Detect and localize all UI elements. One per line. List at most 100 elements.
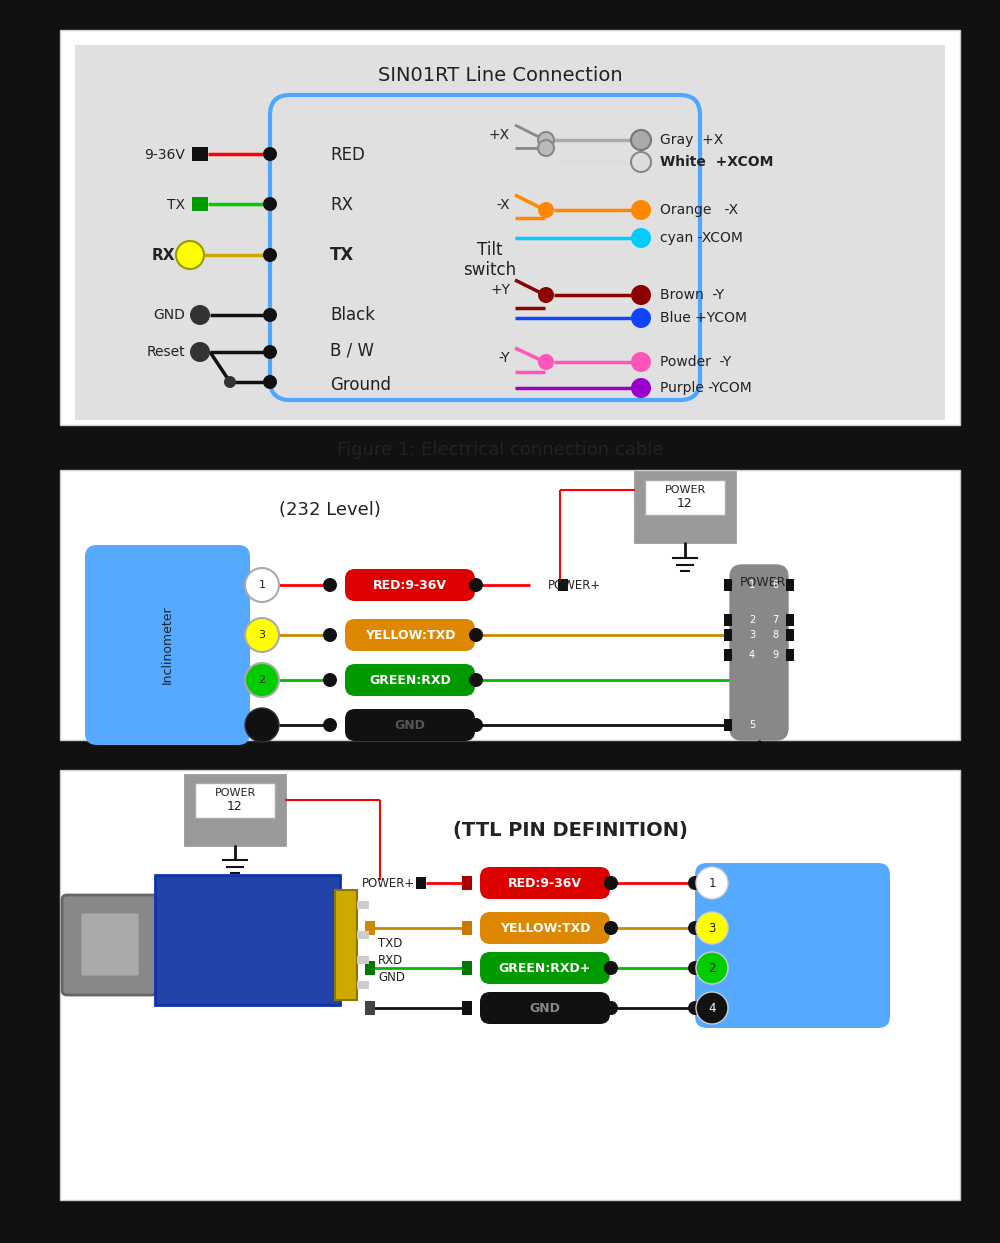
- Bar: [645, 480, 725, 515]
- Circle shape: [696, 992, 728, 1024]
- Text: switch: switch: [463, 261, 517, 278]
- Bar: [357, 931, 369, 938]
- Text: Tilt: Tilt: [477, 241, 503, 259]
- Circle shape: [696, 952, 728, 984]
- Circle shape: [688, 961, 702, 975]
- Circle shape: [263, 308, 277, 322]
- Bar: [335, 890, 357, 1001]
- Text: YELLOW:TXD: YELLOW:TXD: [500, 921, 590, 935]
- Text: TX: TX: [167, 198, 185, 213]
- FancyBboxPatch shape: [85, 544, 250, 745]
- Text: POWER: POWER: [740, 576, 786, 588]
- Text: 12: 12: [677, 496, 693, 510]
- Text: TXD: TXD: [378, 936, 402, 950]
- Bar: [558, 579, 568, 590]
- Bar: [60, 30, 960, 425]
- Text: 12: 12: [227, 799, 243, 813]
- Text: GND: GND: [395, 718, 425, 731]
- FancyBboxPatch shape: [695, 863, 890, 1028]
- Text: 9-36V: 9-36V: [144, 148, 185, 162]
- Bar: [724, 649, 732, 661]
- Circle shape: [190, 342, 210, 362]
- Text: Powder  -Y: Powder -Y: [660, 355, 731, 369]
- Circle shape: [631, 352, 651, 372]
- Circle shape: [245, 618, 279, 653]
- Circle shape: [245, 663, 279, 697]
- Circle shape: [604, 921, 618, 935]
- Circle shape: [688, 876, 702, 890]
- Text: GREEN:RXD: GREEN:RXD: [369, 674, 451, 686]
- Text: White  +XCOM: White +XCOM: [660, 155, 773, 169]
- Circle shape: [604, 876, 618, 890]
- Text: 4: 4: [708, 1002, 716, 1014]
- Circle shape: [323, 578, 337, 592]
- Text: RX: RX: [152, 247, 175, 262]
- Text: 1: 1: [749, 580, 755, 590]
- Text: GREEN:RXD+: GREEN:RXD+: [499, 962, 591, 975]
- Bar: [462, 961, 472, 975]
- Text: 1: 1: [708, 876, 716, 890]
- Circle shape: [224, 375, 236, 388]
- Circle shape: [263, 196, 277, 211]
- Text: Purple -YCOM: Purple -YCOM: [660, 382, 752, 395]
- Text: 3: 3: [258, 630, 266, 640]
- Bar: [357, 981, 369, 989]
- Bar: [724, 579, 732, 590]
- Text: RED: RED: [330, 145, 365, 164]
- Circle shape: [688, 921, 702, 935]
- Text: 2: 2: [708, 962, 716, 975]
- Bar: [357, 956, 369, 965]
- Circle shape: [631, 378, 651, 398]
- Circle shape: [323, 672, 337, 687]
- Text: Blue +YCOM: Blue +YCOM: [660, 311, 747, 324]
- FancyBboxPatch shape: [730, 566, 788, 740]
- Text: 8: 8: [772, 630, 778, 640]
- Circle shape: [263, 375, 277, 389]
- Text: 3: 3: [749, 630, 755, 640]
- Text: Ground: Ground: [330, 375, 391, 394]
- Text: RED:9-36V: RED:9-36V: [373, 578, 447, 592]
- Text: 2: 2: [258, 675, 266, 685]
- Circle shape: [469, 718, 483, 732]
- Circle shape: [538, 140, 554, 157]
- Circle shape: [631, 131, 651, 150]
- Bar: [724, 614, 732, 626]
- Circle shape: [631, 227, 651, 249]
- FancyBboxPatch shape: [345, 619, 475, 651]
- Bar: [75, 45, 945, 420]
- Bar: [416, 878, 426, 889]
- Circle shape: [323, 718, 337, 732]
- Circle shape: [631, 200, 651, 220]
- Bar: [786, 649, 794, 661]
- Circle shape: [176, 241, 204, 268]
- Circle shape: [190, 305, 210, 324]
- Circle shape: [604, 961, 618, 975]
- Text: GND: GND: [153, 308, 185, 322]
- Bar: [786, 614, 794, 626]
- Bar: [365, 961, 375, 975]
- Text: cyan -XCOM: cyan -XCOM: [660, 231, 743, 245]
- Text: +X: +X: [489, 128, 510, 142]
- Text: +Y: +Y: [490, 283, 510, 297]
- FancyBboxPatch shape: [270, 94, 700, 400]
- Circle shape: [631, 285, 651, 305]
- Circle shape: [245, 568, 279, 602]
- Text: YELLOW:TXD: YELLOW:TXD: [365, 629, 455, 641]
- Text: TX: TX: [330, 246, 354, 264]
- Circle shape: [696, 912, 728, 943]
- Circle shape: [688, 1001, 702, 1016]
- Text: Black: Black: [330, 306, 375, 324]
- Text: 2: 2: [749, 615, 755, 625]
- FancyBboxPatch shape: [345, 569, 475, 602]
- Circle shape: [245, 709, 279, 742]
- Bar: [724, 629, 732, 641]
- Text: (TTL PIN DEFINITION): (TTL PIN DEFINITION): [453, 820, 687, 839]
- Circle shape: [538, 203, 554, 218]
- FancyBboxPatch shape: [480, 952, 610, 984]
- Text: -X: -X: [496, 198, 510, 213]
- Bar: [192, 147, 208, 162]
- Text: 9: 9: [772, 650, 778, 660]
- Circle shape: [263, 249, 277, 262]
- Text: POWER: POWER: [664, 485, 706, 495]
- Bar: [60, 470, 960, 740]
